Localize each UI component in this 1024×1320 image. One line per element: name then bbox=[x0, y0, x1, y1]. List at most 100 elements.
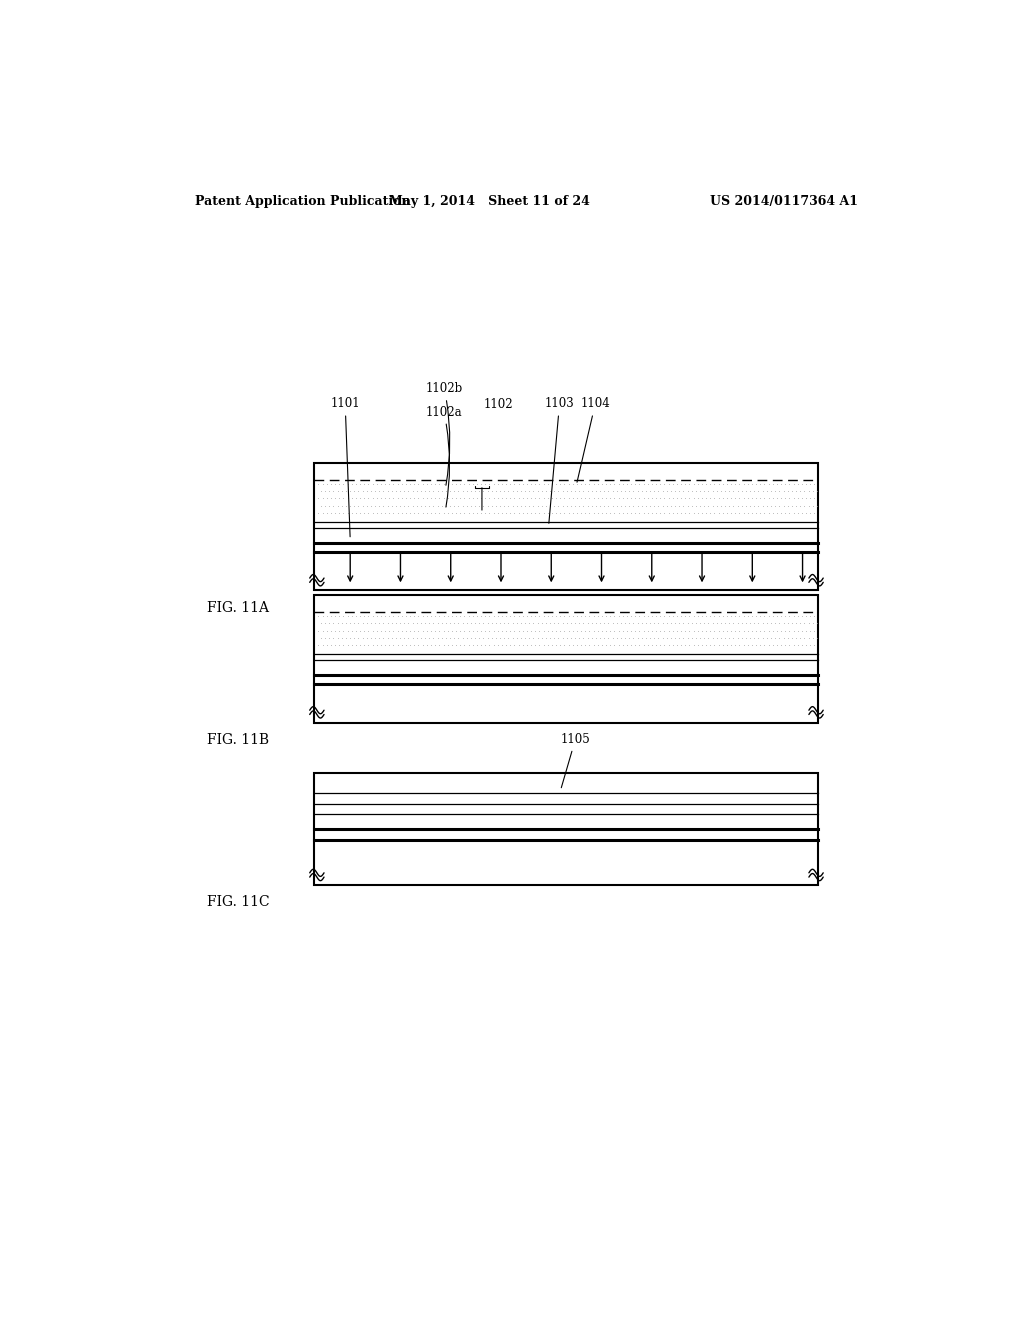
Point bbox=[373, 474, 389, 495]
Point bbox=[769, 635, 785, 656]
Point bbox=[407, 488, 423, 510]
Point bbox=[525, 612, 542, 634]
Point bbox=[510, 620, 526, 642]
Point bbox=[396, 612, 413, 634]
Point bbox=[377, 503, 393, 524]
Point bbox=[481, 474, 498, 495]
Point bbox=[327, 474, 343, 495]
Point bbox=[389, 474, 406, 495]
Point bbox=[612, 480, 629, 502]
Point bbox=[748, 474, 764, 495]
Point bbox=[673, 606, 689, 627]
Point bbox=[443, 620, 460, 642]
Point bbox=[451, 495, 467, 516]
Point bbox=[483, 612, 500, 634]
Point bbox=[648, 488, 665, 510]
Point bbox=[323, 488, 339, 510]
Point bbox=[358, 480, 375, 502]
Point bbox=[755, 480, 771, 502]
Point bbox=[564, 488, 581, 510]
Point bbox=[360, 620, 377, 642]
Point bbox=[731, 620, 748, 642]
Point bbox=[519, 474, 536, 495]
Point bbox=[411, 635, 427, 656]
Point bbox=[638, 612, 654, 634]
Point bbox=[650, 627, 667, 648]
Point bbox=[775, 480, 792, 502]
Point bbox=[519, 620, 536, 642]
Point bbox=[404, 627, 421, 648]
Point bbox=[652, 635, 669, 656]
Point bbox=[381, 620, 397, 642]
Point bbox=[442, 495, 459, 516]
Point bbox=[790, 474, 806, 495]
Point bbox=[769, 474, 785, 495]
Point bbox=[421, 612, 437, 634]
Point bbox=[755, 612, 771, 634]
Point bbox=[494, 620, 510, 642]
Point bbox=[429, 612, 445, 634]
Point bbox=[407, 635, 423, 656]
Point bbox=[531, 620, 548, 642]
Point bbox=[371, 495, 387, 516]
Point bbox=[727, 606, 743, 627]
Point bbox=[809, 495, 825, 516]
Point bbox=[564, 620, 581, 642]
Point bbox=[365, 474, 381, 495]
Point bbox=[735, 488, 752, 510]
Point bbox=[326, 612, 342, 634]
Point bbox=[479, 495, 496, 516]
Point bbox=[413, 480, 429, 502]
Point bbox=[558, 612, 574, 634]
Point bbox=[739, 635, 756, 656]
Point bbox=[719, 606, 735, 627]
Point bbox=[660, 606, 677, 627]
Point bbox=[419, 503, 435, 524]
Point bbox=[801, 627, 817, 648]
Point bbox=[580, 612, 596, 634]
Point bbox=[338, 495, 354, 516]
Point bbox=[463, 612, 479, 634]
Point bbox=[513, 627, 529, 648]
Point bbox=[642, 612, 658, 634]
Point bbox=[469, 635, 485, 656]
Point bbox=[771, 480, 787, 502]
Point bbox=[419, 474, 435, 495]
Point bbox=[542, 495, 558, 516]
Point bbox=[415, 620, 431, 642]
Point bbox=[702, 503, 719, 524]
Point bbox=[321, 612, 337, 634]
Point bbox=[365, 635, 381, 656]
Point bbox=[669, 606, 685, 627]
Point bbox=[765, 606, 781, 627]
Point bbox=[459, 627, 475, 648]
Point bbox=[592, 495, 608, 516]
Point bbox=[572, 503, 589, 524]
Point bbox=[525, 480, 542, 502]
Point bbox=[396, 480, 413, 502]
Text: FIG. 11B: FIG. 11B bbox=[207, 733, 269, 747]
Point bbox=[465, 620, 481, 642]
Point bbox=[696, 495, 713, 516]
Point bbox=[767, 495, 783, 516]
Point bbox=[485, 635, 502, 656]
Point bbox=[529, 480, 546, 502]
Point bbox=[465, 488, 481, 510]
Point bbox=[705, 480, 721, 502]
Point bbox=[592, 480, 608, 502]
Point bbox=[640, 503, 656, 524]
Point bbox=[471, 495, 487, 516]
Point bbox=[540, 635, 556, 656]
Point bbox=[411, 474, 427, 495]
Point bbox=[705, 612, 721, 634]
Point bbox=[742, 612, 759, 634]
Point bbox=[707, 503, 723, 524]
Point bbox=[727, 503, 743, 524]
Point bbox=[606, 620, 623, 642]
Point bbox=[809, 612, 825, 634]
Point bbox=[519, 606, 536, 627]
Point bbox=[496, 495, 512, 516]
Point bbox=[792, 612, 808, 634]
Point bbox=[339, 606, 355, 627]
Point bbox=[685, 620, 701, 642]
